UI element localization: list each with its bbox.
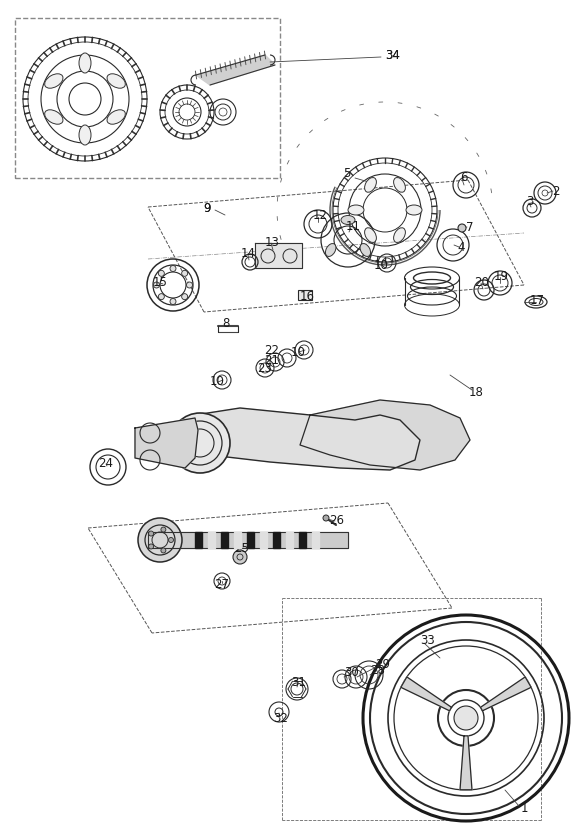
Ellipse shape bbox=[325, 244, 336, 256]
Circle shape bbox=[168, 537, 174, 542]
Polygon shape bbox=[460, 736, 472, 789]
Text: 33: 33 bbox=[420, 634, 436, 648]
Ellipse shape bbox=[394, 177, 405, 192]
Text: 23: 23 bbox=[258, 362, 272, 374]
Text: 34: 34 bbox=[385, 49, 401, 62]
Circle shape bbox=[233, 550, 247, 564]
Polygon shape bbox=[135, 418, 198, 468]
Polygon shape bbox=[286, 532, 293, 548]
Text: 29: 29 bbox=[375, 658, 391, 671]
Ellipse shape bbox=[364, 227, 377, 242]
Polygon shape bbox=[195, 532, 202, 548]
Text: 9: 9 bbox=[203, 202, 210, 214]
Text: 2: 2 bbox=[552, 185, 560, 198]
Text: 12: 12 bbox=[312, 208, 328, 222]
Text: 15: 15 bbox=[153, 275, 167, 288]
Bar bbox=[15, 18, 280, 178]
Polygon shape bbox=[401, 677, 451, 711]
Ellipse shape bbox=[45, 110, 63, 124]
Text: 10: 10 bbox=[374, 259, 388, 271]
Polygon shape bbox=[273, 532, 280, 548]
Text: 11: 11 bbox=[346, 219, 360, 232]
Polygon shape bbox=[148, 532, 348, 548]
Text: 9: 9 bbox=[203, 202, 210, 214]
Text: 8: 8 bbox=[222, 316, 230, 330]
Circle shape bbox=[323, 515, 329, 521]
Circle shape bbox=[153, 282, 160, 288]
Text: 21: 21 bbox=[265, 353, 279, 367]
Circle shape bbox=[454, 706, 478, 730]
Circle shape bbox=[458, 224, 466, 232]
Polygon shape bbox=[312, 532, 319, 548]
Text: 5: 5 bbox=[343, 166, 351, 180]
Text: 19: 19 bbox=[493, 269, 508, 283]
Text: 10: 10 bbox=[290, 345, 305, 358]
Ellipse shape bbox=[107, 110, 125, 124]
Text: 27: 27 bbox=[215, 578, 230, 592]
Circle shape bbox=[159, 293, 164, 300]
Text: 14: 14 bbox=[241, 246, 255, 260]
Text: 22: 22 bbox=[265, 344, 279, 357]
Text: 31: 31 bbox=[292, 677, 307, 690]
Text: 7: 7 bbox=[466, 221, 474, 233]
Circle shape bbox=[149, 544, 153, 549]
Text: 32: 32 bbox=[273, 711, 289, 724]
Circle shape bbox=[170, 413, 230, 473]
Ellipse shape bbox=[394, 227, 405, 242]
Text: 4: 4 bbox=[457, 241, 465, 254]
Circle shape bbox=[159, 270, 164, 276]
Bar bbox=[298, 290, 312, 300]
Text: 3: 3 bbox=[526, 194, 533, 208]
Text: 10: 10 bbox=[209, 374, 224, 387]
Ellipse shape bbox=[406, 205, 422, 215]
Polygon shape bbox=[255, 243, 302, 268]
Polygon shape bbox=[247, 532, 254, 548]
Text: 16: 16 bbox=[300, 289, 314, 302]
Ellipse shape bbox=[348, 205, 364, 215]
Polygon shape bbox=[234, 532, 241, 548]
Circle shape bbox=[170, 265, 176, 271]
Text: 34: 34 bbox=[385, 49, 401, 62]
Circle shape bbox=[149, 531, 153, 536]
Circle shape bbox=[138, 518, 182, 562]
Ellipse shape bbox=[79, 53, 91, 73]
Circle shape bbox=[182, 270, 188, 276]
Text: 28: 28 bbox=[371, 664, 385, 677]
Ellipse shape bbox=[360, 244, 371, 256]
Polygon shape bbox=[196, 55, 275, 85]
Polygon shape bbox=[299, 532, 306, 548]
Polygon shape bbox=[300, 400, 470, 470]
Text: 20: 20 bbox=[475, 275, 490, 288]
Polygon shape bbox=[208, 532, 215, 548]
Text: 1: 1 bbox=[520, 802, 528, 814]
Ellipse shape bbox=[107, 74, 125, 88]
Circle shape bbox=[170, 298, 176, 305]
Ellipse shape bbox=[341, 216, 355, 224]
Text: 6: 6 bbox=[460, 171, 468, 184]
Polygon shape bbox=[480, 677, 531, 711]
Ellipse shape bbox=[364, 177, 377, 192]
Text: 26: 26 bbox=[329, 513, 345, 527]
Circle shape bbox=[161, 548, 166, 553]
Text: 24: 24 bbox=[99, 456, 114, 470]
Polygon shape bbox=[221, 532, 228, 548]
Polygon shape bbox=[260, 532, 267, 548]
Polygon shape bbox=[160, 408, 420, 470]
Circle shape bbox=[161, 527, 166, 532]
Circle shape bbox=[187, 282, 192, 288]
Text: 13: 13 bbox=[265, 236, 279, 249]
Circle shape bbox=[182, 293, 188, 300]
Text: 17: 17 bbox=[529, 293, 545, 307]
Text: 18: 18 bbox=[469, 386, 483, 399]
Text: 25: 25 bbox=[234, 541, 250, 555]
Ellipse shape bbox=[45, 74, 63, 88]
Ellipse shape bbox=[79, 125, 91, 145]
Text: 30: 30 bbox=[345, 667, 359, 680]
